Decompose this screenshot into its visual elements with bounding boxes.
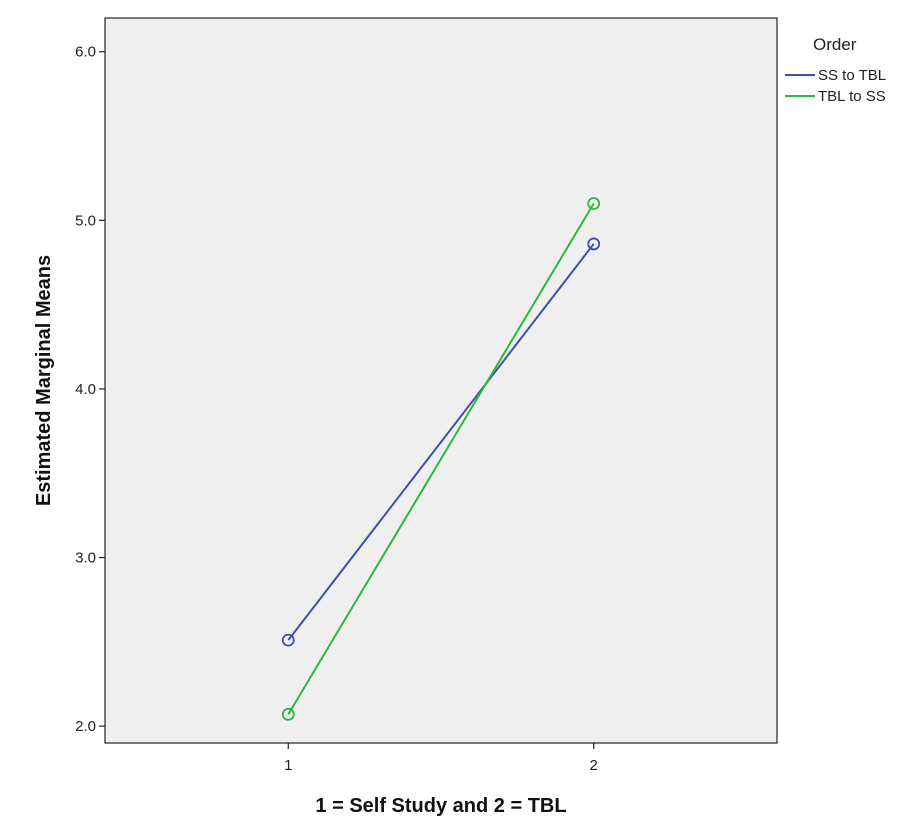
y-tick-label: 5.0 xyxy=(75,212,96,229)
series-line-2 xyxy=(287,202,595,715)
legend-title: Order xyxy=(813,35,857,54)
legend-entry-label: SS to TBL xyxy=(818,67,886,84)
x-tick-label: 1 xyxy=(284,757,292,774)
y-axis-ticks: 2.0 3.0 4.0 5.0 6.0 xyxy=(75,44,105,735)
y-tick-label: 3.0 xyxy=(75,550,96,567)
data-point-2 xyxy=(281,707,295,721)
data-point-2 xyxy=(587,197,601,210)
data-point-1 xyxy=(587,237,601,251)
legend-entry-label: TBL to SS xyxy=(818,88,886,105)
y-tick-label: 6.0 xyxy=(75,44,96,61)
y-tick-label: 4.0 xyxy=(75,381,96,398)
data-point-1 xyxy=(281,633,295,647)
series-layer xyxy=(281,197,601,721)
x-tick-label: 2 xyxy=(590,757,598,774)
plot-area xyxy=(104,17,778,744)
x-axis-title: 1 = Self Study and 2 = TBL xyxy=(315,795,566,817)
y-tick-label: 2.0 xyxy=(75,718,96,735)
legend: Order SS to TBL TBL to SS xyxy=(785,35,886,105)
series-line-1 xyxy=(287,243,595,641)
y-axis-title: Estimated Marginal Means xyxy=(33,255,55,506)
